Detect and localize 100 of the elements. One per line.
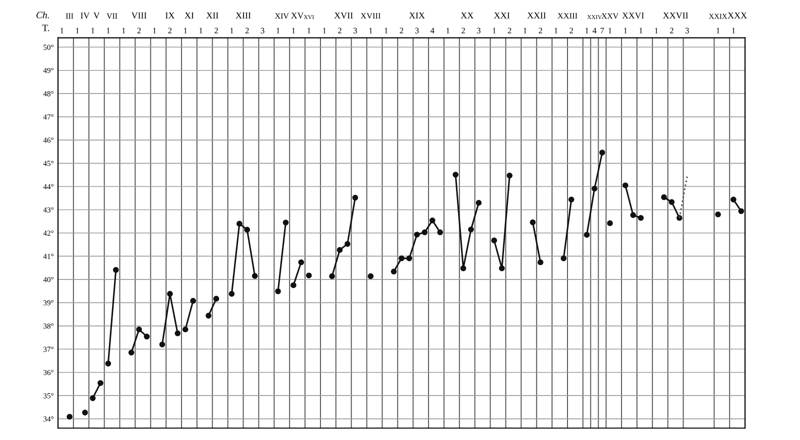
point [167,290,173,297]
text: XVII [334,12,353,18]
point [298,259,304,266]
x-tick-label: 3 [477,28,480,34]
point [476,200,482,206]
point [98,380,104,386]
point [206,312,212,319]
point [584,232,590,238]
point [336,247,343,253]
point [213,296,220,302]
x-tick-label: 1 [153,28,156,34]
point [592,186,598,192]
point [136,326,142,332]
text: XVIII [360,13,380,19]
text: XX [460,12,474,18]
x-tick-label: 1 [732,28,736,34]
point [82,410,88,416]
point [252,273,258,279]
text: XXVII [662,12,688,18]
x-tick-label: 3 [415,28,419,34]
text: XII [206,12,218,18]
text: XV [291,12,304,19]
point [159,342,166,348]
x-tick-label: 2 [400,28,404,34]
point [599,150,606,156]
x-tick-label: 1 [639,28,642,34]
point [344,240,350,247]
x-tick-label: 1 [60,28,64,34]
point [460,265,466,272]
x-tick-label: 1 [585,28,588,34]
point [429,218,436,224]
point [491,237,498,244]
point [406,255,412,262]
text: V [93,12,100,18]
text: Ch. [36,11,49,18]
point [560,255,567,262]
text: XXIII [558,13,578,19]
point [275,288,281,294]
x-tick-label: 3 [260,28,264,34]
point [290,282,296,288]
point [530,219,536,226]
x-tick-label: 4 [430,28,434,34]
x-tick-label: 1 [716,28,720,34]
x-tick-label: 1 [554,28,558,34]
text: XIX [409,12,425,18]
point [452,172,458,178]
point [622,182,628,188]
x-tick-label: 7 [600,28,604,34]
x-tick-label: 1 [524,28,527,34]
point [66,414,72,420]
point [329,273,335,280]
x-tick-label: 1 [369,28,372,34]
x-tick-label: 1 [308,28,310,34]
x-tick-label: 4 [592,28,596,34]
x-tick-label: 1 [292,28,296,34]
x-tick-label: 1 [384,28,388,34]
point [368,273,374,280]
point [282,220,289,226]
x-tick-label: 2 [245,28,249,34]
x-tick-label: 1 [122,28,126,34]
x-tick-label: 1 [106,28,110,34]
x-tick-label: 2 [137,28,141,34]
text: XXI [494,12,510,18]
point [190,298,196,304]
x-tick-label: 2 [462,28,465,34]
point [568,196,574,202]
x-tick-label: 2 [168,28,172,34]
x-tick-label: 1 [624,28,627,34]
point [144,334,150,340]
x-tick-label: 2 [538,28,542,34]
x-tick-label: 3 [354,28,357,34]
point [498,265,505,272]
text: IX [165,12,175,18]
point [630,212,636,218]
point [112,267,119,273]
x-tick-label: 1 [230,28,234,34]
x-axis-title: T. [42,24,50,32]
x-tick-label: 2 [570,28,573,34]
point [90,395,96,402]
point [661,194,667,200]
x-tick-label: 1 [184,28,187,34]
point [390,268,397,274]
point [174,330,181,336]
text: VIII [131,12,147,18]
point [422,229,428,236]
point [538,259,544,266]
x-tick-label: 1 [446,28,450,34]
point [182,326,188,332]
text: XXVI [622,12,644,19]
point [236,220,242,227]
x-tick-label: 1 [654,28,658,34]
x-tick-label: 1 [492,28,496,34]
point [437,229,444,236]
x-tick-label: 2 [508,28,512,34]
x-tick-label: 2 [214,28,218,34]
text: XXII [527,12,546,18]
point [414,232,420,238]
point [715,211,721,218]
point [730,196,736,202]
point [352,194,358,201]
